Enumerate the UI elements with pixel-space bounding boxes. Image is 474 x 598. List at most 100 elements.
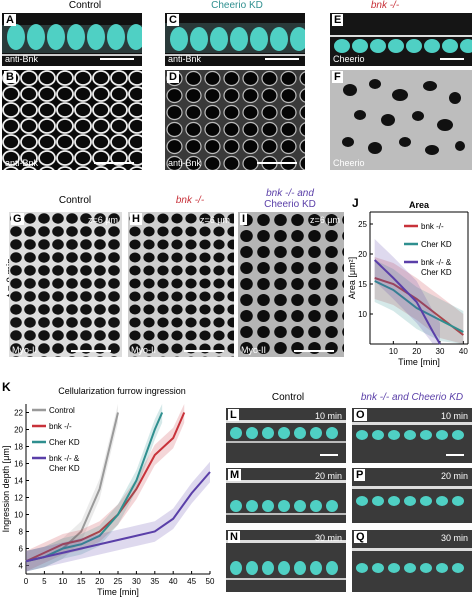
scale-bar bbox=[94, 162, 134, 164]
panel-o-time: 10 min bbox=[440, 411, 468, 421]
panel-l-time: 10 min bbox=[314, 411, 342, 421]
x-tick-label: 15 bbox=[77, 577, 86, 586]
panel-q-time: 30 min bbox=[440, 533, 468, 543]
series-band bbox=[26, 461, 210, 572]
scale-bar bbox=[100, 58, 134, 60]
panel-e-cells bbox=[330, 13, 472, 66]
scale-bar bbox=[320, 454, 338, 456]
panel-h-letter: H bbox=[130, 213, 142, 225]
y-axis-label: Area [μm²] bbox=[347, 257, 357, 299]
panel-o-cells bbox=[352, 408, 472, 463]
x-axis-label: Time [min] bbox=[398, 357, 440, 367]
legend-label: Control bbox=[49, 406, 75, 415]
panel-f-letter: F bbox=[332, 71, 343, 83]
panel-q-cells bbox=[352, 530, 472, 592]
panel-g-label: Myo-II bbox=[12, 345, 38, 355]
panel-b-label: anti-Bnk bbox=[5, 158, 39, 168]
panel-d-membrane bbox=[165, 70, 305, 170]
panel-m-image: M 20 min bbox=[226, 468, 346, 523]
legend-label: bnk -/- & bbox=[49, 454, 80, 463]
x-tick-label: 5 bbox=[42, 577, 47, 586]
panel-b-membrane bbox=[2, 70, 142, 170]
header-bnk-cheerio-bottom: bnk -/- and Cheerio KD bbox=[360, 392, 464, 403]
panel-p-letter: P bbox=[354, 469, 366, 481]
x-tick-label: 30 bbox=[132, 577, 141, 586]
panel-n-time: 30 min bbox=[314, 533, 342, 543]
panel-p-time: 20 min bbox=[440, 471, 468, 481]
y-tick-label: 15 bbox=[358, 280, 367, 289]
panel-l-cells bbox=[226, 408, 346, 463]
y-tick-label: 20 bbox=[358, 250, 367, 259]
x-tick-label: 40 bbox=[459, 347, 468, 356]
scale-bar bbox=[184, 350, 224, 352]
panel-e-label: Cheerio bbox=[333, 54, 365, 64]
y-tick-label: 14 bbox=[14, 477, 23, 486]
panel-b-letter: B bbox=[4, 71, 16, 83]
panel-f-image: F Cheerio bbox=[330, 70, 472, 170]
x-tick-label: 35 bbox=[150, 577, 159, 586]
x-tick-label: 40 bbox=[169, 577, 178, 586]
panel-g-z: z=6 μm bbox=[88, 215, 118, 225]
header-control-mid: Control bbox=[58, 195, 92, 206]
header-bnk-cheerio-line1: bnk -/- and bbox=[266, 188, 314, 199]
x-tick-label: 25 bbox=[114, 577, 123, 586]
panel-q-letter: Q bbox=[354, 531, 367, 543]
panel-j-letter: J bbox=[352, 196, 359, 210]
panel-f-label: Cheerio bbox=[333, 158, 365, 168]
scale-bar bbox=[257, 162, 297, 164]
x-tick-label: 20 bbox=[95, 577, 104, 586]
panel-p-image: P 20 min bbox=[352, 468, 472, 523]
header-bnk-top: bnk -/- bbox=[370, 0, 400, 11]
header-bnk-cheerio-line2: Cheerio KD bbox=[264, 199, 316, 210]
panel-c-letter: C bbox=[167, 14, 179, 26]
area-chart: 10 20 30 40 10 15 20 25 Time [min] Area [μm²] Area… bbox=[347, 200, 469, 367]
panel-d-image: D anti-Bnk bbox=[165, 70, 305, 170]
panel-n-cells bbox=[226, 530, 346, 592]
y-tick-label: 22 bbox=[14, 409, 23, 418]
panel-a-image: A anti-Bnk bbox=[2, 13, 142, 66]
ingression-chart: 0 5 10 15 20 25 30 35 40 45 50 4 6 8 10 12 14 16 18 20 22 Tim… bbox=[1, 386, 215, 597]
header-control-bottom: Control bbox=[271, 392, 305, 403]
panel-e-letter: E bbox=[332, 14, 344, 26]
series-line bbox=[25, 412, 186, 563]
scale-bar bbox=[446, 454, 464, 456]
panel-q-image: Q 30 min bbox=[352, 530, 472, 592]
panel-m-letter: M bbox=[228, 469, 242, 481]
panel-a-cells bbox=[2, 13, 142, 66]
y-tick-label: 10 bbox=[358, 310, 367, 319]
chart-title: Cellularization furrow ingression bbox=[58, 386, 186, 396]
panel-i-image: I z=6 μm Myo-II bbox=[238, 212, 344, 357]
panel-g-letter: G bbox=[11, 213, 24, 225]
panel-h-membrane bbox=[128, 212, 234, 357]
x-tick-label: 20 bbox=[412, 347, 421, 356]
panel-m-cells bbox=[226, 468, 346, 523]
panel-b-image: B anti-Bnk bbox=[2, 70, 142, 170]
scale-bar bbox=[440, 58, 464, 60]
panel-g-image: G z=6 μm Myo-II bbox=[9, 212, 122, 357]
y-tick-label: 16 bbox=[14, 460, 23, 469]
panel-i-membrane bbox=[238, 212, 344, 357]
panel-o-image: O 10 min bbox=[352, 408, 472, 463]
y-tick-label: 6 bbox=[19, 545, 24, 554]
panel-e-image: E Cheerio bbox=[330, 13, 472, 66]
panel-m-time: 20 min bbox=[314, 471, 342, 481]
panel-o-letter: O bbox=[354, 409, 367, 421]
x-tick-label: 0 bbox=[24, 577, 29, 586]
legend-label: bnk -/- & bbox=[421, 258, 452, 267]
panel-a-label: anti-Bnk bbox=[5, 54, 39, 64]
panel-p-cells bbox=[352, 468, 472, 523]
y-tick-label: 18 bbox=[14, 443, 23, 452]
panel-l-image: L 10 min bbox=[226, 408, 346, 463]
y-tick-label: 20 bbox=[14, 426, 23, 435]
panel-c-cells bbox=[165, 13, 305, 66]
panel-n-letter: N bbox=[228, 531, 240, 543]
panel-c-label: anti-Bnk bbox=[168, 54, 202, 64]
x-axis-label: Time [min] bbox=[97, 587, 139, 597]
panel-h-z: z=6 μm bbox=[200, 215, 230, 225]
panel-d-letter: D bbox=[167, 71, 179, 83]
y-tick-label: 25 bbox=[358, 220, 367, 229]
panel-i-z: z=6 μm bbox=[310, 215, 340, 225]
panel-h-image: H z=6 μm Myo-II bbox=[128, 212, 234, 357]
x-tick-label: 50 bbox=[206, 577, 215, 586]
panel-h-label: Myo-II bbox=[131, 345, 157, 355]
